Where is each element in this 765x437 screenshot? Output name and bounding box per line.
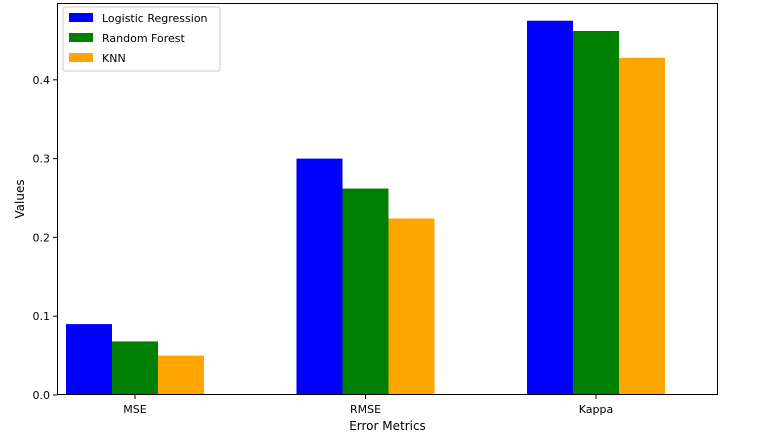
legend-swatch: [69, 33, 93, 42]
bar-knn-mse: [158, 355, 204, 395]
bar-random-forest-kappa: [573, 30, 619, 395]
bar-random-forest-rmse: [342, 188, 389, 395]
bar-logistic-regression-mse: [66, 324, 112, 395]
x-tick-label: MSE: [123, 403, 146, 416]
bar-logistic-regression-rmse: [296, 158, 343, 395]
legend-swatch: [69, 53, 93, 62]
bar-knn-rmse: [388, 218, 435, 395]
x-tick-label: RMSE: [350, 403, 381, 416]
bar-logistic-regression-kappa: [527, 20, 573, 396]
bar-random-forest-mse: [112, 341, 158, 395]
bars-layer: [66, 20, 665, 396]
legend-swatch: [69, 13, 93, 22]
legend: Logistic Regression Random Forest KNN: [62, 6, 221, 72]
x-tick-label: Kappa: [579, 403, 613, 416]
x-axis-label: Error Metrics: [349, 419, 426, 433]
y-tick-label: 0.1: [33, 310, 51, 323]
y-tick-label: 0.4: [33, 74, 51, 87]
legend-label: Logistic Regression: [102, 12, 208, 25]
y-tick-label: 0.0: [33, 389, 51, 402]
legend-box: [62, 6, 221, 72]
y-tick-label: 0.2: [33, 231, 51, 244]
bar-knn-kappa: [619, 57, 665, 395]
y-axis: 0.0 0.1 0.2 0.3 0.4: [33, 74, 57, 402]
plot-frame: [57, 3, 718, 395]
y-axis-label: Values: [13, 179, 27, 218]
x-axis: MSE RMSE Kappa: [123, 395, 613, 416]
legend-label: Random Forest: [102, 32, 185, 45]
legend-label: KNN: [102, 52, 126, 65]
y-tick-label: 0.3: [33, 153, 51, 166]
